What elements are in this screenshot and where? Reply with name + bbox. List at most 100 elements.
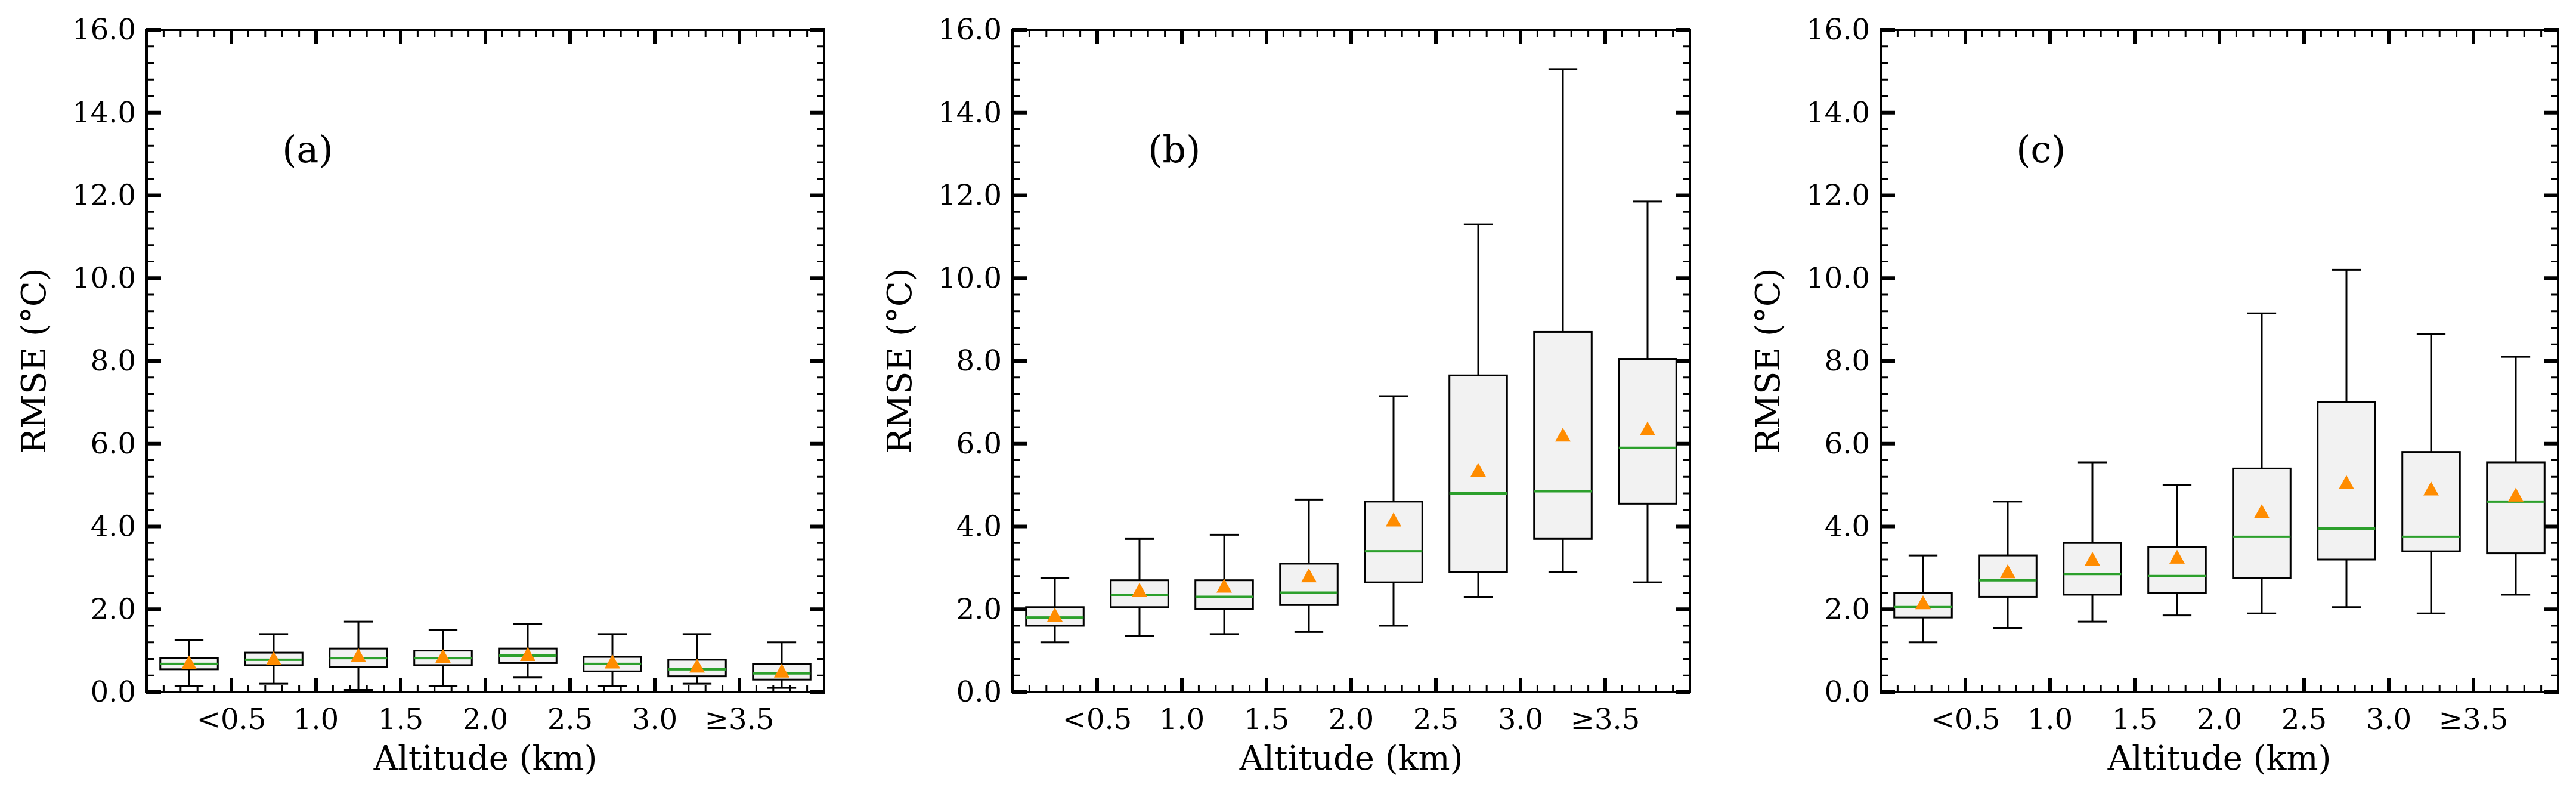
box-8	[2486, 356, 2546, 596]
box-1	[1893, 554, 1953, 644]
y-tick-label: 12.0	[938, 179, 1002, 212]
x-tick-label: <0.5	[197, 703, 267, 736]
x-tick-label: 3.0	[2366, 703, 2411, 736]
mean-marker	[605, 654, 620, 669]
y-tick-label: 6.0	[91, 427, 136, 461]
box-5	[498, 623, 558, 679]
plot-frame	[1880, 29, 2559, 693]
mean-marker	[1386, 512, 1401, 527]
mean-marker	[435, 649, 451, 663]
panel-label: (c)	[2016, 128, 2066, 171]
x-tick-label: 2.0	[463, 703, 508, 736]
mean-marker	[2000, 564, 2015, 579]
box-4	[1279, 498, 1339, 633]
box-7	[1533, 68, 1593, 573]
x-tick-label: 3.0	[632, 703, 677, 736]
mean-marker	[1640, 421, 1655, 435]
y-tick-label: 10.0	[938, 261, 1002, 295]
y-tick-label: 0.0	[1825, 675, 1870, 709]
y-axis-title: RMSE (°C)	[1749, 268, 1788, 453]
x-tick-label: 2.0	[2197, 703, 2242, 736]
x-tick-label: <0.5	[1063, 703, 1132, 736]
y-tick-label: 6.0	[956, 427, 1002, 461]
x-tick-label: 1.0	[1159, 703, 1205, 736]
chart-panel-c: 0.0 2.0 4.0 6.0 8.0 10.0 12.0 14.0 16.0 <0.5 1.0 1.…	[1749, 13, 2559, 778]
box-3	[2063, 461, 2122, 623]
x-tick-label: 1.5	[2112, 703, 2157, 736]
box-6	[583, 633, 642, 687]
y-tick-label: 14.0	[72, 96, 136, 129]
plot-frame	[145, 29, 825, 693]
x-axis-title: Altitude (km)	[2107, 739, 2332, 778]
mean-marker	[2508, 487, 2524, 502]
box-8	[1618, 200, 1677, 583]
box-6	[2317, 268, 2376, 608]
box-3	[1194, 533, 1254, 635]
mean-marker	[1470, 462, 1486, 477]
y-axis-title: RMSE (°C)	[881, 268, 919, 453]
mean-marker	[266, 651, 281, 665]
box-5	[1364, 395, 1423, 627]
mean-marker	[1216, 579, 1232, 593]
x-tick-label: 2.0	[1329, 703, 1374, 736]
box-1	[1025, 577, 1085, 644]
mean-marker	[774, 663, 789, 678]
mean-marker	[351, 648, 366, 663]
y-tick-label: 12.0	[1806, 179, 1870, 212]
panel-label: (a)	[282, 128, 333, 171]
x-tick-label: 1.5	[1244, 703, 1289, 736]
y-tick-label: 16.0	[938, 13, 1002, 47]
x-tick-label: 2.5	[2281, 703, 2327, 736]
x-tick-label: 1.0	[293, 703, 339, 736]
y-tick-label: 2.0	[1825, 592, 1870, 626]
box-1	[159, 639, 219, 687]
x-tick-label: 1.0	[2027, 703, 2073, 736]
box-body	[1279, 563, 1339, 606]
box-7	[2401, 333, 2461, 614]
y-tick-label: 0.0	[956, 675, 1002, 709]
x-tick-label: 2.5	[547, 703, 593, 736]
box-body	[2486, 461, 2546, 555]
box-8	[752, 641, 812, 689]
box-5	[2232, 312, 2292, 614]
chart-panel-a: 0.0 2.0 4.0 6.0 8.0 10.0 12.0 14.0 16.0 <0.5 1.0 1.…	[15, 13, 825, 778]
y-tick-label: 2.0	[956, 592, 1002, 626]
box-7	[667, 633, 727, 685]
box-body	[2401, 451, 2461, 552]
mean-marker	[1555, 427, 1571, 442]
x-tick-label: <0.5	[1931, 703, 2001, 736]
box-3	[329, 620, 388, 691]
mean-marker	[2085, 552, 2100, 566]
y-tick-label: 12.0	[72, 179, 136, 212]
x-tick-label: ≥3.5	[705, 703, 775, 736]
x-axis-title: Altitude (km)	[373, 739, 597, 778]
y-tick-label: 10.0	[1806, 261, 1870, 295]
x-tick-label: 1.5	[378, 703, 423, 736]
y-tick-label: 8.0	[1825, 344, 1870, 378]
y-tick-label: 4.0	[1825, 510, 1870, 543]
mean-marker	[2423, 481, 2439, 496]
y-tick-label: 4.0	[91, 510, 136, 543]
mean-marker	[1132, 583, 1147, 597]
y-tick-label: 6.0	[1825, 427, 1870, 461]
box-body	[2063, 542, 2122, 596]
x-tick-label: 3.0	[1498, 703, 1543, 736]
y-tick-label: 2.0	[91, 592, 136, 626]
y-tick-label: 10.0	[72, 261, 136, 295]
y-tick-label: 0.0	[91, 675, 136, 709]
x-axis-title: Altitude (km)	[1239, 739, 1463, 778]
mean-marker	[520, 647, 535, 661]
box-4	[2147, 484, 2207, 617]
y-tick-label: 8.0	[91, 344, 136, 378]
box-4	[413, 629, 473, 687]
mean-marker	[2254, 504, 2270, 518]
x-tick-label: ≥3.5	[1571, 703, 1640, 736]
y-tick-label: 16.0	[72, 13, 136, 47]
mean-marker	[1047, 607, 1063, 622]
y-tick-label: 14.0	[1806, 96, 1870, 129]
mean-marker	[689, 658, 705, 673]
box-2	[1110, 537, 1169, 637]
panel-label: (b)	[1148, 128, 1200, 171]
y-axis-title: RMSE (°C)	[15, 268, 54, 453]
